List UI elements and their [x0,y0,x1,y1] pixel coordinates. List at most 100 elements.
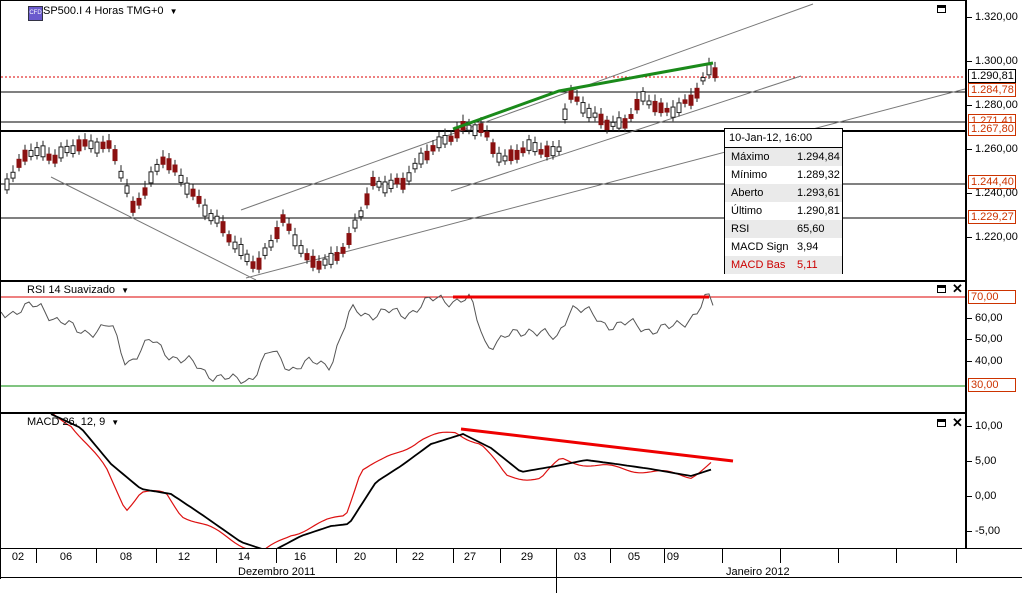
tooltip-key: MACD Bas [731,259,786,271]
candle [382,181,388,194]
candle [634,98,640,111]
tooltip-row: Mínimo 1.289,32 [725,166,842,184]
maximize-icon[interactable] [937,5,946,13]
candle [238,243,244,256]
tooltip-row: Último 1.290,81 [725,202,842,220]
candle [706,64,712,76]
macd-signal-line [50,414,712,548]
maximize-icon[interactable] [937,285,946,293]
instrument-title[interactable]: SP500.I 4 Horas TMG+0 ▼ [43,5,178,17]
level-tag: 1.267,80 [968,122,1016,136]
candle [322,258,328,266]
close-icon[interactable]: ✕ [952,281,963,296]
rsi-pane[interactable]: RSI 14 Suavizado ▼ ✕ [0,281,966,413]
candle [124,185,130,194]
rsi-line [1,293,714,385]
candle [442,135,448,145]
candle [166,158,172,171]
macd-axis: 10,00 5,00 0,00 -5,00 [966,413,1022,549]
time-axis: 02 06 08 12 14 16 20 22 27 29 03 05 09 Dezembro 2011… [0,548,1022,593]
y-tick: 1.260,00 [975,143,1018,155]
chart-type-icon[interactable]: CFD [28,6,43,21]
y-tick: 60,00 [975,312,1003,324]
y-tick: 0,00 [975,490,997,502]
chevron-down-icon[interactable]: ▼ [121,286,129,295]
candle [406,172,412,182]
maximize-icon[interactable] [937,419,946,427]
candle [694,87,700,99]
level-tag: 1.284,78 [968,83,1016,97]
price-chart [1,3,965,280]
tooltip-row: MACD Sign 3,94 [725,238,842,256]
candle [274,227,280,240]
candle [214,215,220,224]
candle [346,233,352,245]
rsi-upper-tag: 70,00 [968,290,1016,304]
candle [598,113,604,126]
candle [622,118,628,129]
candle [658,102,664,114]
month-label: Janeiro 2012 [726,566,790,578]
candle [526,139,532,151]
tooltip-value: 1.294,84 [797,151,840,163]
candle [574,96,580,102]
candle [10,171,16,179]
candle [652,100,658,113]
candle [496,152,502,163]
candle [424,150,430,161]
candle [58,146,64,159]
macd-title[interactable]: MACD 26, 12, 9 ▼ [27,416,120,428]
chevron-down-icon[interactable]: ▼ [169,7,178,16]
candle [640,91,646,102]
tooltip-value: 1.293,61 [797,187,840,199]
month-label: Dezembro 2011 [238,566,316,578]
candle [682,99,688,104]
rsi-title[interactable]: RSI 14 Suavizado ▼ [27,284,129,296]
tooltip-header: 10-Jan-12, 16:00 [725,129,842,148]
x-tick: 02 [11,551,25,563]
chevron-down-icon[interactable]: ▼ [111,418,120,427]
y-tick: 1.280,00 [975,99,1018,111]
candle [268,240,274,248]
candle [226,234,232,243]
uptrend-line [452,61,714,131]
y-tick: -5,00 [975,525,1001,537]
tooltip-value: 65,60 [797,223,825,235]
candle [436,136,442,149]
tooltip-key: Máximo [731,151,770,163]
x-tick: 09 [666,551,680,563]
candle [646,100,652,106]
macd-chart [50,414,734,548]
candle [82,139,88,147]
candle [178,174,184,183]
x-tick: 08 [119,551,133,563]
candle [148,171,154,184]
candle [430,145,436,152]
candle [262,247,268,256]
y-tick: 5,00 [975,455,997,467]
candle [502,155,508,162]
x-tick: 27 [463,551,477,563]
candle [310,255,316,268]
candle [700,77,706,82]
candle [550,146,556,157]
price-chart-pane[interactable]: CFD SP500.I 4 Horas TMG+0 ▼ 10-Jan-12, 16… [0,0,966,281]
candle [478,123,484,134]
candle [370,176,376,187]
y-tick: 1.240,00 [975,187,1018,199]
candle [196,195,202,204]
tooltip-row: Aberto 1.293,61 [725,184,842,202]
candle [4,178,10,191]
rsi-chart [1,293,965,387]
candle [88,140,94,150]
candle [100,141,106,150]
macd-pane[interactable]: MACD 26, 12, 9 ▼ ✕ [0,413,966,549]
y-tick: 1.220,00 [975,231,1018,243]
close-icon[interactable]: ✕ [952,415,963,430]
candle [130,200,136,213]
tooltip-key: MACD Sign [731,241,789,253]
candle [544,145,550,158]
tooltip-row: MACD Bas 5,11 [725,256,842,274]
candle [64,145,70,154]
candle [664,107,670,113]
